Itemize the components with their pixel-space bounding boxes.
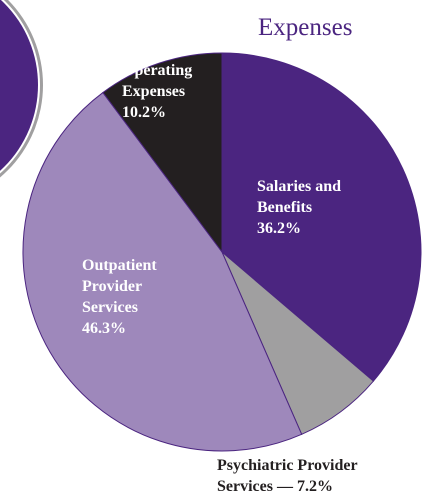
pie-slice	[22, 91, 303, 452]
pie-slice	[221, 52, 422, 382]
slice-name: Salaries and Benefits	[257, 178, 342, 216]
pie	[22, 52, 422, 452]
slice-value: 10.2%	[122, 104, 166, 121]
slice-label: Operating Expenses 10.2%	[122, 60, 222, 123]
slice-name: Psychiatric Provider Services	[217, 457, 358, 495]
slice-value: — 7.2%	[276, 478, 333, 495]
slice-name: Outpatient Provider Services	[82, 257, 157, 316]
slice-value: 46.3%	[82, 320, 126, 337]
slice-label: Salaries and Benefits 36.2%	[257, 176, 387, 239]
pie-slice	[102, 52, 223, 254]
slice-label: Psychiatric Provider Services — 7.2%	[217, 455, 417, 497]
slice-label: Outpatient Provider Services 46.3%	[82, 255, 172, 339]
chart-title: Expenses	[258, 14, 353, 41]
slice-name: Operating Expenses	[122, 62, 193, 100]
neighbor-chart	[0, 0, 38, 171]
slice-value: 36.2%	[257, 220, 301, 237]
